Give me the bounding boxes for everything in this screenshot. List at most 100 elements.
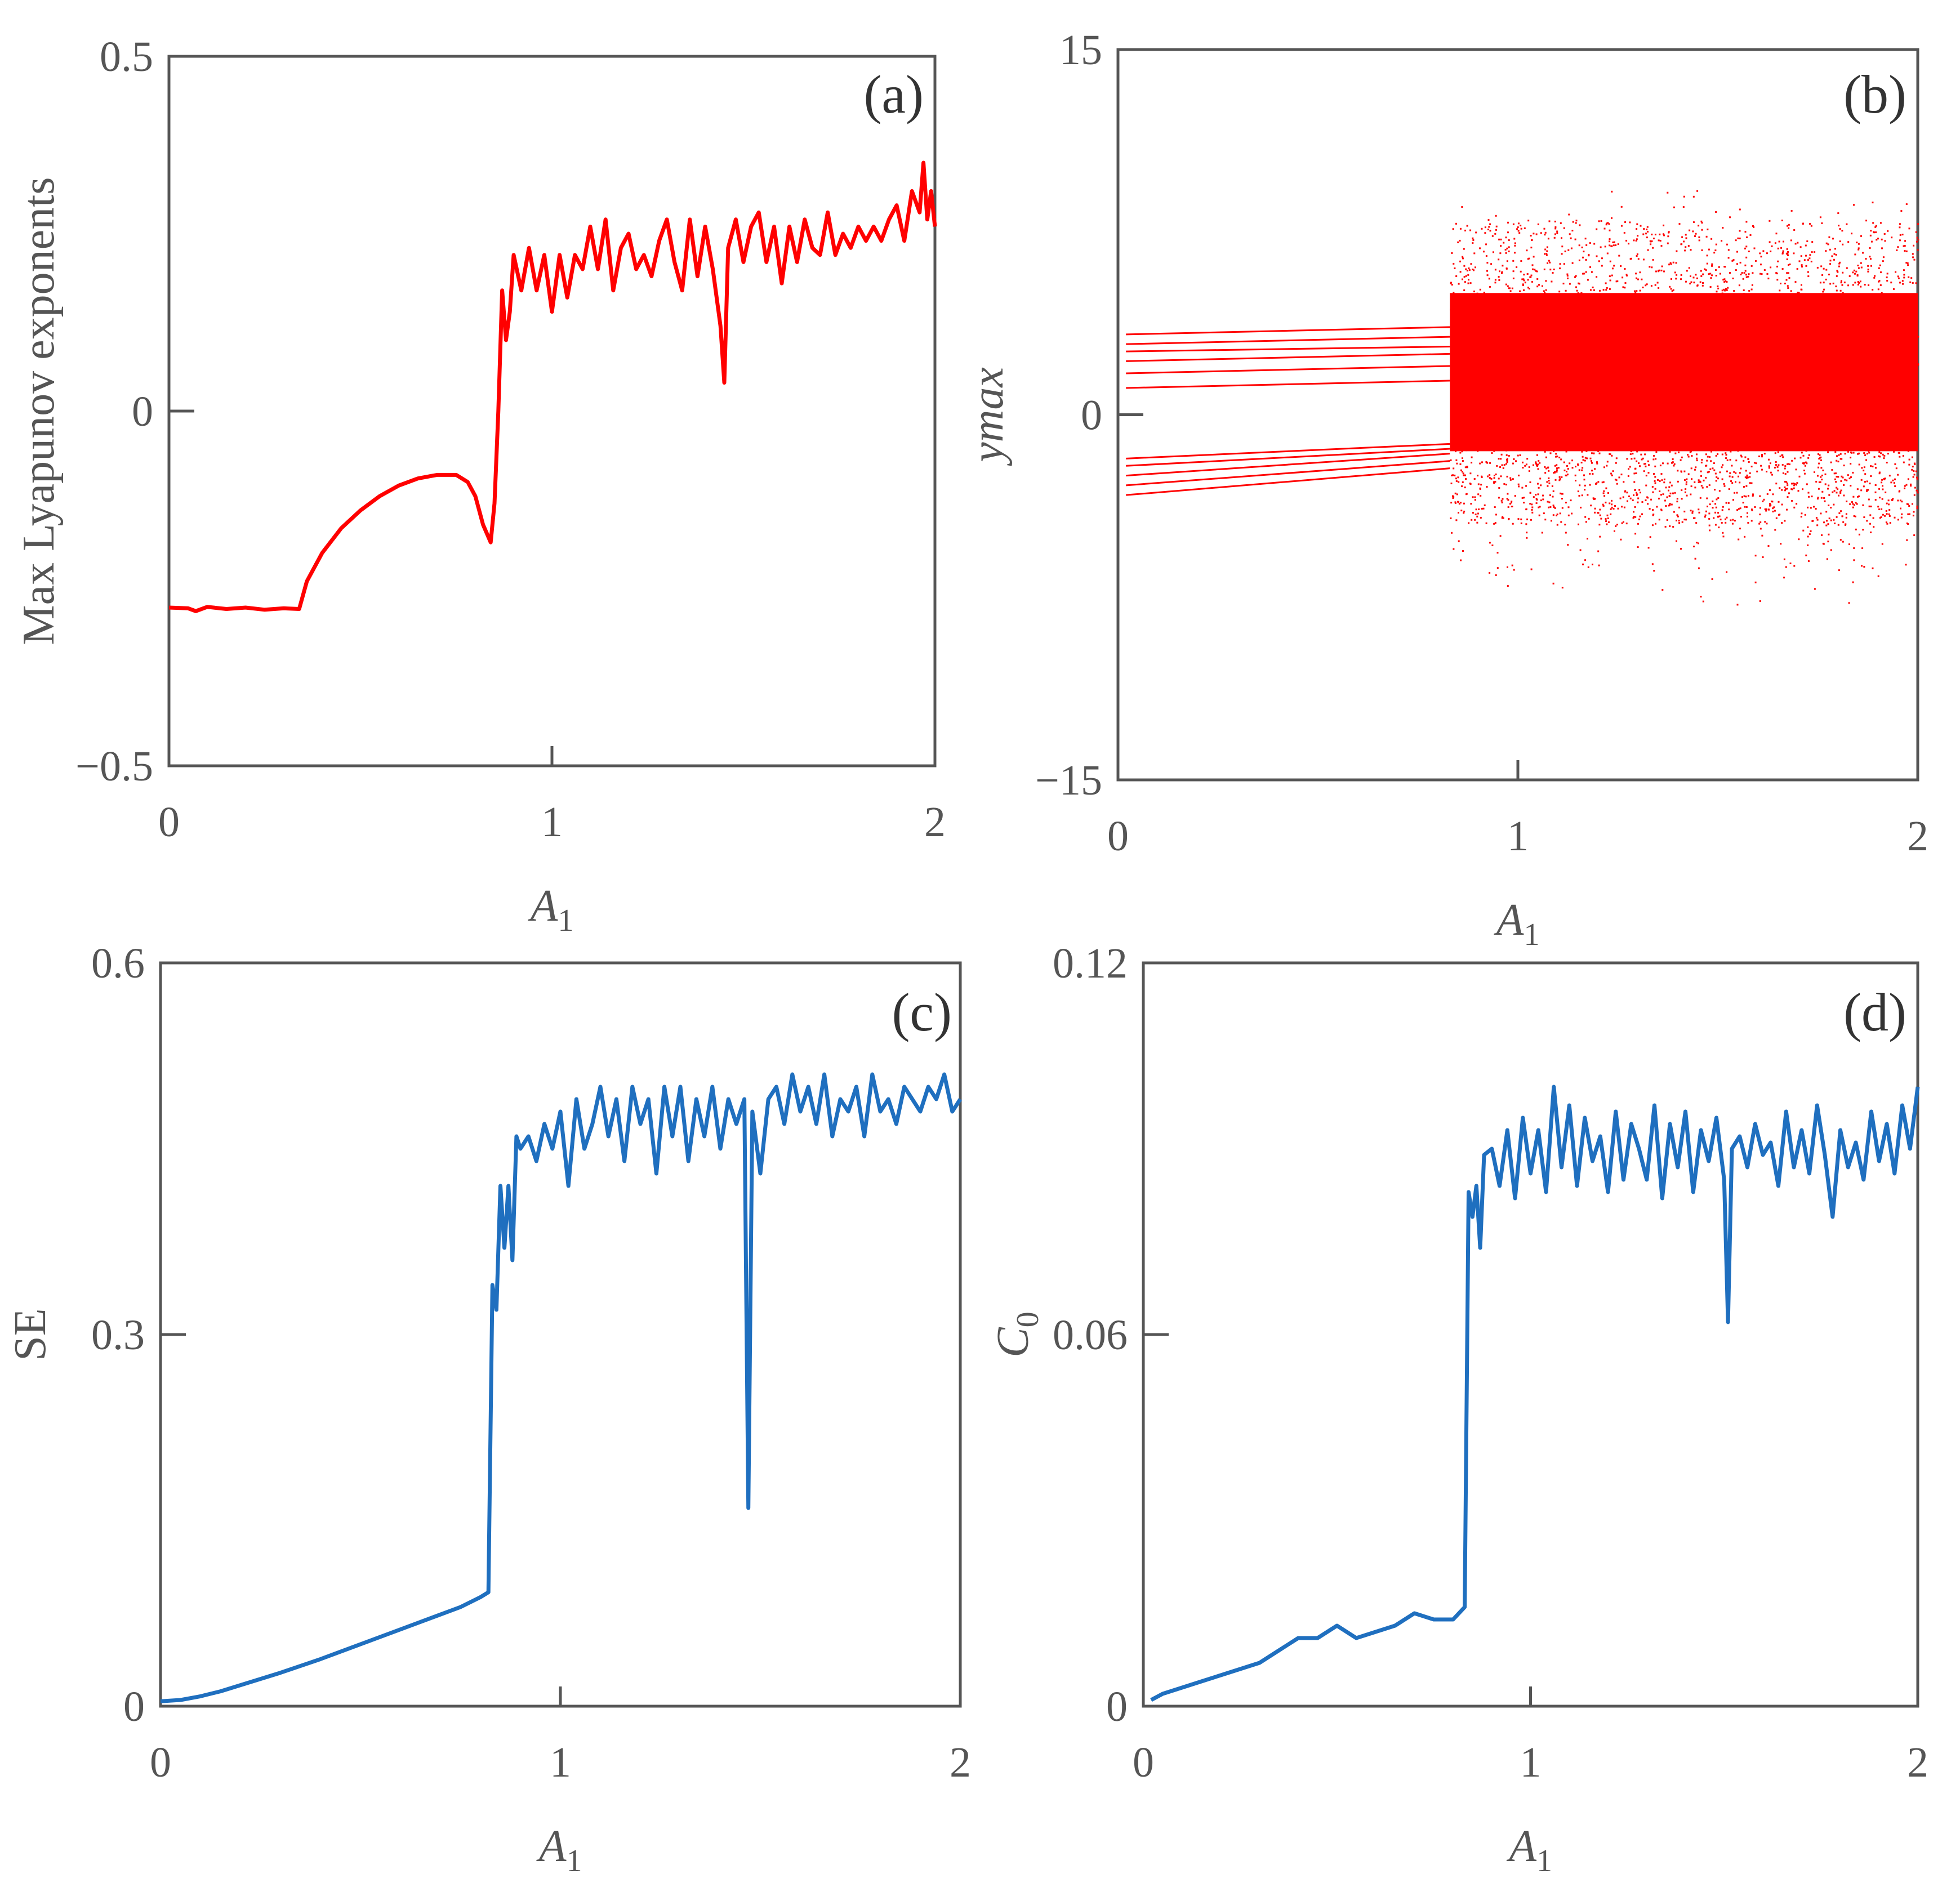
scatter-point xyxy=(1860,266,1863,269)
scatter-point xyxy=(1699,370,1701,372)
scatter-point xyxy=(1574,311,1576,313)
scatter-point xyxy=(1625,274,1628,276)
scatter-point xyxy=(1531,511,1534,514)
scatter-point xyxy=(1731,321,1734,323)
scatter-point xyxy=(1849,407,1851,409)
scatter-point xyxy=(1861,565,1863,567)
scatter-point xyxy=(1698,567,1700,569)
scatter-point xyxy=(1869,426,1872,428)
scatter-point xyxy=(1837,322,1839,324)
scatter-point xyxy=(1575,220,1578,222)
scatter-point xyxy=(1506,475,1508,478)
scatter-point xyxy=(1906,503,1908,505)
scatter-point xyxy=(1664,499,1666,502)
scatter-point xyxy=(1896,390,1898,392)
scatter-point xyxy=(1460,406,1462,408)
scatter-point xyxy=(1556,515,1558,516)
scatter-point xyxy=(1713,469,1716,471)
scatter-point xyxy=(1585,258,1587,261)
scatter-point xyxy=(1664,525,1667,528)
scatter-point xyxy=(1871,300,1873,302)
scatter-point xyxy=(1741,371,1744,373)
scatter-point xyxy=(1759,514,1761,516)
scatter-point xyxy=(1735,310,1737,312)
scatter-point xyxy=(1545,354,1548,356)
scatter-point xyxy=(1780,355,1783,358)
scatter-point xyxy=(1556,232,1558,234)
scatter-point xyxy=(1458,481,1460,483)
scatter-point xyxy=(1743,347,1745,349)
scatter-point xyxy=(1868,418,1870,421)
scatter-point xyxy=(1652,406,1655,408)
scatter-point xyxy=(1725,502,1727,504)
scatter-point xyxy=(1872,308,1874,310)
scatter-point xyxy=(1681,456,1683,458)
scatter-point xyxy=(1634,489,1636,491)
scatter-point xyxy=(1839,391,1841,393)
scatter-point xyxy=(1539,422,1541,425)
scatter-point xyxy=(1582,441,1584,443)
scatter-point xyxy=(1525,364,1527,367)
scatter-point xyxy=(1531,372,1533,374)
scatter-point xyxy=(1864,473,1867,475)
scatter-point xyxy=(1668,406,1670,408)
scatter-point xyxy=(1786,341,1788,343)
scatter-point xyxy=(1467,428,1468,430)
scatter-point xyxy=(1824,473,1827,475)
scatter-point xyxy=(1659,240,1661,242)
scatter-point xyxy=(1475,323,1477,325)
scatter-point xyxy=(1737,323,1739,325)
scatter-point xyxy=(1718,422,1720,425)
scatter-point xyxy=(1544,466,1546,468)
scatter-point xyxy=(1586,340,1588,342)
scatter-point xyxy=(1655,350,1658,352)
scatter-point xyxy=(1736,400,1738,402)
scatter-point xyxy=(1739,440,1741,443)
scatter-point xyxy=(1453,262,1455,265)
scatter-point xyxy=(1622,276,1624,279)
scatter-point xyxy=(1834,523,1836,524)
scatter-point xyxy=(1701,371,1704,373)
scatter-point xyxy=(1703,427,1705,429)
scatter-point xyxy=(1685,362,1687,364)
scatter-point xyxy=(1618,350,1620,352)
scatter-point xyxy=(1660,494,1662,496)
scatter-point xyxy=(1503,314,1505,316)
scatter-point xyxy=(1546,342,1548,344)
scatter-point xyxy=(1780,404,1783,406)
scatter-point xyxy=(1552,582,1554,584)
scatter-point xyxy=(1896,377,1898,379)
scatter-point xyxy=(1533,444,1535,447)
scatter-point xyxy=(1520,439,1522,441)
scatter-point xyxy=(1494,279,1496,281)
scatter-point xyxy=(1548,388,1551,390)
scatter-point xyxy=(1873,305,1875,306)
scatter-point xyxy=(1661,265,1663,267)
scatter-point xyxy=(1801,359,1803,361)
scatter-point xyxy=(1580,462,1583,463)
scatter-point xyxy=(1547,307,1549,309)
scatter-point xyxy=(1654,317,1656,319)
scatter-point xyxy=(1785,298,1788,301)
scatter-point xyxy=(1668,495,1671,497)
scatter-point xyxy=(1709,352,1712,354)
scatter-point xyxy=(1517,361,1520,363)
scatter-point xyxy=(1593,294,1596,296)
scatter-point xyxy=(1482,251,1485,253)
scatter-point xyxy=(1522,306,1524,309)
scatter-point xyxy=(1633,457,1636,459)
scatter-point xyxy=(1616,280,1619,282)
scatter-point xyxy=(1468,269,1471,271)
scatter-point xyxy=(1699,281,1701,283)
scatter-point xyxy=(1761,273,1763,275)
scatter-point xyxy=(1543,434,1545,436)
scatter-point xyxy=(1599,289,1601,292)
scatter-point xyxy=(1857,390,1859,392)
scatter-point xyxy=(1721,329,1723,332)
scatter-point xyxy=(1801,371,1803,373)
scatter-point xyxy=(1760,336,1762,338)
scatter-point xyxy=(1615,457,1618,459)
scatter-point xyxy=(1743,306,1745,308)
scatter-point xyxy=(1765,332,1766,334)
scatter-point xyxy=(1573,381,1575,383)
